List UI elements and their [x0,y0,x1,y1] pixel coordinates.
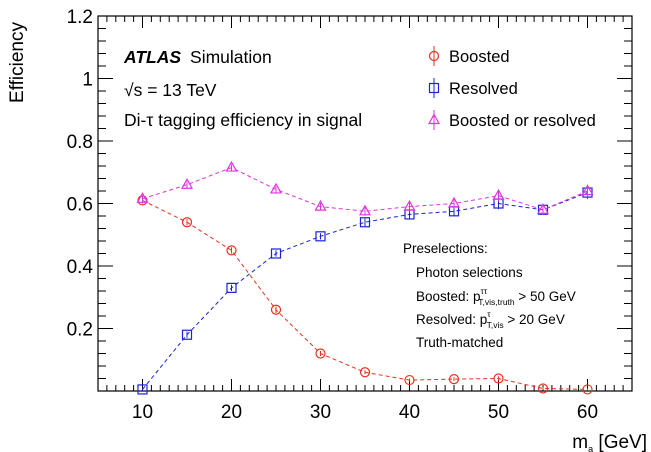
data-point [225,160,238,172]
data-point [448,374,460,385]
data-point [492,188,505,200]
data-point [270,248,282,259]
series-line [142,167,588,212]
data-point [581,184,594,196]
y-tick-label: 0.2 [67,320,93,341]
preselections-title: Preselections: [403,241,488,256]
data-point [226,245,237,256]
atlas-label: ATLAS Simulation [123,47,272,67]
data-point [315,231,326,242]
y-tick-label: 0.4 [67,257,94,278]
preselections-box: Preselections: Photon selections Boosted… [403,241,576,350]
preselection-resolved: Resolved: pτ T,vis > 20 GeV [416,309,565,330]
data-point [270,304,282,315]
data-point [226,282,237,293]
y-tick-label: 0.6 [67,195,93,216]
legend-label: Boosted [449,48,510,66]
x-tick-label: 40 [399,402,420,423]
data-point [493,373,504,384]
data-point [181,329,193,340]
series-line [142,192,588,390]
data-point [314,199,327,211]
data-point [536,203,550,214]
energy-label: √s = 13 TeV [124,80,217,100]
data-point [358,204,372,216]
legend-label: Resolved [449,80,518,98]
data-point [582,384,593,395]
data-point [537,383,549,394]
x-axis-title: ma [GeV] [572,432,647,452]
data-point [180,178,194,189]
series-triangle [136,160,594,216]
legend-marker [427,113,441,125]
x-tick-label: 60 [577,402,598,423]
data-point [269,182,283,194]
data-point [315,348,326,359]
data-point [359,367,371,378]
data-point [136,192,149,203]
y-axis-title: Efficiency [7,22,28,103]
plot-frame [97,15,633,392]
legend-label: Boosted or resolved [449,112,596,130]
data-point [404,374,415,386]
data-point [447,196,461,208]
data-point [137,384,148,395]
y-tick-label: 0.8 [67,132,93,153]
preselection-photon: Photon selections [416,265,523,280]
x-tick-label: 50 [488,402,509,423]
description-label: Di-τ tagging efficiency in signal [124,110,362,130]
data-point [403,199,416,211]
data-point [181,217,193,228]
data-point [359,217,371,228]
x-tick-label: 10 [132,402,153,423]
x-tick-label: 20 [221,402,242,423]
legend-marker [428,50,440,62]
legend: Boosted Resolved Boosted or resolved [427,46,596,130]
x-tick-label: 30 [310,402,331,423]
y-tick-label: 1 [82,70,93,91]
preselection-truth: Truth-matched [416,335,503,350]
preselection-boosted: Boosted: pττ T,vis,truth > 50 GeV [416,286,576,307]
legend-marker [428,82,440,94]
y-tick-label: 1.2 [67,7,93,28]
